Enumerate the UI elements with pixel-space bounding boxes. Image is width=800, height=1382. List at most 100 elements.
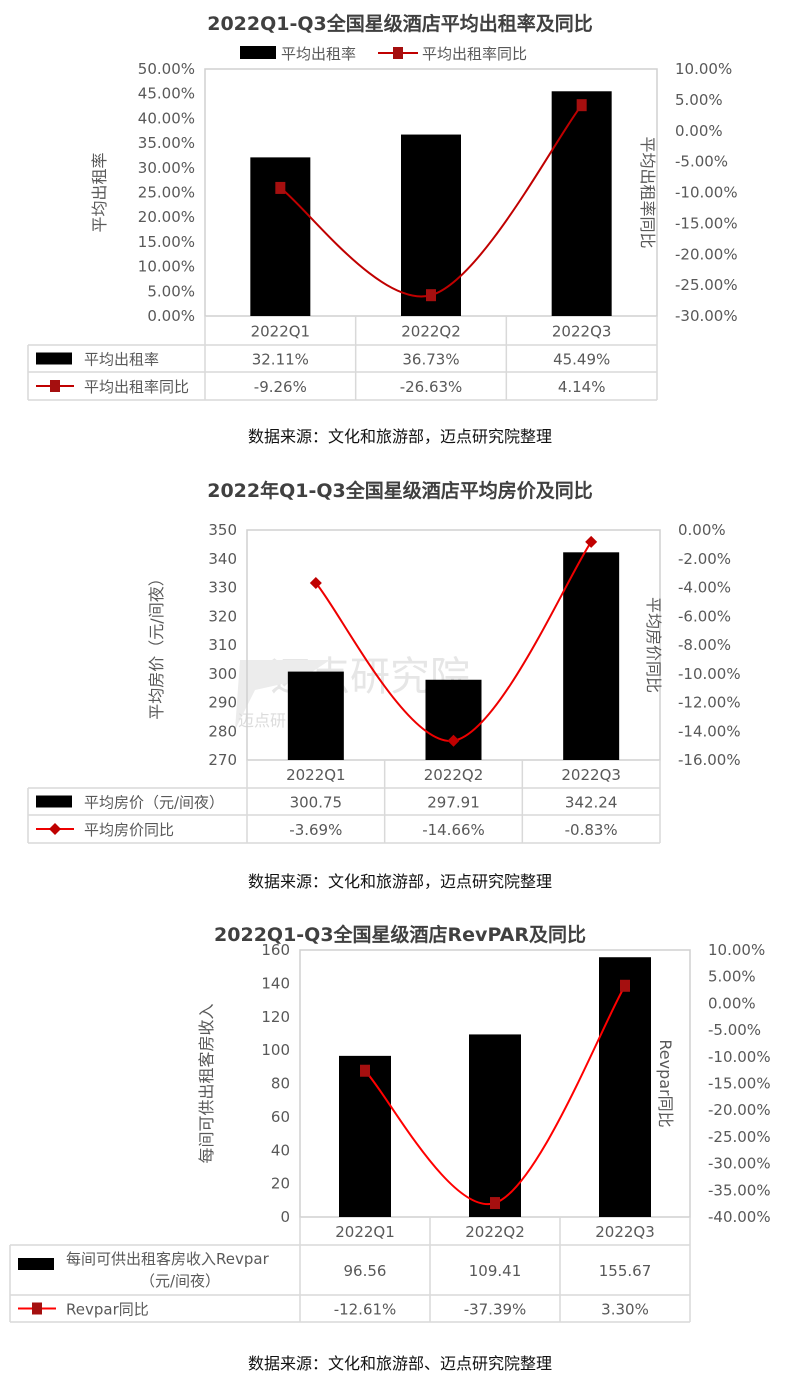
y-right-axis-title: Revpar同比 (656, 1039, 675, 1127)
y-right-tick-label: 5.00% (675, 91, 723, 109)
y-left-tick-label: 120 (261, 1008, 290, 1026)
y-left-tick-label: 45.00% (138, 85, 195, 103)
y-right-tick-label: -10.00% (708, 1048, 771, 1066)
data-label: 155.67 (599, 1262, 652, 1280)
table-marker (49, 823, 61, 835)
data-label: 36.73% (402, 351, 459, 369)
legend-marker (393, 47, 403, 59)
bar (401, 134, 461, 316)
bar (563, 552, 620, 760)
table-bar-swatch (18, 1258, 54, 1270)
line-marker (426, 289, 436, 302)
x-category-label: 2022Q3 (595, 1223, 655, 1241)
line-marker (490, 1197, 500, 1210)
table-bar-swatch (36, 795, 72, 808)
y-right-tick-label: -16.00% (678, 751, 741, 769)
y-left-tick-label: 80 (271, 1075, 290, 1093)
data-label: 45.49% (553, 351, 610, 369)
y-left-tick-label: 50.00% (138, 60, 195, 78)
bar (469, 1034, 521, 1217)
y-right-tick-label: -2.00% (678, 550, 731, 568)
y-right-tick-label: -5.00% (708, 1021, 761, 1039)
legend-label: 平均出租率同比 (422, 45, 527, 63)
x-category-label: 2022Q3 (552, 323, 612, 341)
y-right-axis-title: 平均房价同比 (644, 597, 663, 693)
data-label: 342.24 (565, 794, 618, 812)
data-table: 2022Q1 2022Q2 2022Q3 32.11% 36.73% 45.49% 平均出租… (27, 316, 658, 401)
y-right-tick-label: 10.00% (708, 941, 765, 959)
y-right-tick-label: -8.00% (678, 636, 731, 654)
line-marker (576, 99, 587, 112)
y-left-tick-label: 40 (271, 1141, 290, 1159)
y-right-tick-label: -25.00% (675, 276, 738, 294)
chart-title: 2022年Q1-Q3全国星级酒店平均房价及同比 (207, 479, 593, 502)
y-left-tick-label: 35.00% (138, 134, 195, 152)
bar (425, 679, 482, 760)
y-left-tick-label: 60 (271, 1108, 290, 1126)
x-category-label: 2022Q1 (335, 1223, 395, 1241)
y-left-tick-label: 160 (261, 941, 290, 959)
x-category-label: 2022Q1 (251, 323, 311, 341)
watermark-logo-text: 迈点研 (238, 711, 286, 730)
y-left-tick-label: 310 (208, 636, 237, 654)
data-label: 109.41 (469, 1262, 522, 1280)
data-label: -12.61% (334, 1301, 397, 1319)
watermark-logo-icon (235, 660, 330, 730)
y-left-tick-label: 40.00% (138, 109, 195, 127)
y-left-tick-label: 340 (208, 550, 237, 568)
y-left-tick-label: 270 (208, 751, 237, 769)
y-right-tick-label: 0.00% (675, 122, 723, 140)
y-left-tick-label: 330 (208, 579, 237, 597)
y-right-tick-label: -6.00% (678, 607, 731, 625)
y-right-tick-label: -35.00% (708, 1181, 771, 1199)
y-left-tick-label: 290 (208, 694, 237, 712)
y-right-tick-label: -20.00% (675, 245, 738, 263)
y-right-tick-label: -14.00% (678, 722, 741, 740)
bar (250, 157, 311, 316)
y-left-tick-label: 5.00% (147, 282, 195, 300)
y-left-tick-label: 320 (208, 607, 237, 625)
data-label: 4.14% (558, 378, 606, 396)
table-row-label: （元/间夜） (140, 1272, 220, 1290)
line-marker (447, 734, 460, 747)
y-left-tick-label: 30.00% (138, 159, 195, 177)
y-right-tick-label: -15.00% (708, 1075, 771, 1093)
data-table: 2022Q1 2022Q2 2022Q3 96.56 109.41 155.67 每间可供出… (9, 1217, 691, 1323)
table-row-label: 平均出租率同比 (84, 378, 189, 396)
y-left-axis-title: 平均房价（元/间夜） (147, 570, 166, 719)
line-marker (585, 535, 598, 548)
y-left-tick-label: 140 (261, 974, 290, 992)
y-right-tick-label: -30.00% (675, 307, 738, 325)
y-right-tick-label: -5.00% (675, 153, 728, 171)
chart-title: 2022Q1-Q3全国星级酒店平均出租率及同比 (207, 12, 593, 35)
data-label: 32.11% (252, 351, 309, 369)
data-label: 96.56 (344, 1262, 387, 1280)
table-row-label: 平均出租率 (84, 351, 159, 369)
line-marker (275, 181, 286, 194)
x-category-label: 2022Q2 (401, 323, 461, 341)
table-marker (50, 380, 60, 392)
y-left-tick-label: 300 (208, 665, 237, 683)
data-label: 3.30% (601, 1301, 649, 1319)
chart-3: 2022Q1-Q3全国星级酒店RevPAR及同比 0 20 40 60 80 100 120 1… (9, 923, 771, 1373)
y-right-tick-label: -30.00% (708, 1155, 771, 1173)
bar (339, 1055, 391, 1217)
y-left-axis-title: 平均出租率 (90, 152, 109, 232)
y-left-tick-label: 25.00% (138, 184, 195, 202)
data-label: -26.63% (400, 378, 463, 396)
y-right-tick-label: -4.00% (678, 579, 731, 597)
data-label: -37.39% (464, 1301, 527, 1319)
y-left-tick-label: 20 (271, 1175, 290, 1193)
data-table: 2022Q1 2022Q2 2022Q3 300.75 297.91 342.24 平均房价… (27, 760, 661, 844)
x-category-label: 2022Q1 (286, 766, 346, 784)
y-left-tick-label: 100 (261, 1041, 290, 1059)
bar (287, 671, 344, 760)
source-note: 数据来源：文化和旅游部，迈点研究院整理 (248, 427, 552, 446)
y-right-axis-title: 平均出租率同比 (638, 136, 657, 248)
table-marker (32, 1302, 42, 1315)
y-right-tick-label: -15.00% (675, 214, 738, 232)
table-bar-swatch (36, 352, 72, 365)
table-row-label: 平均房价同比 (84, 821, 174, 839)
x-category-label: 2022Q2 (424, 766, 484, 784)
